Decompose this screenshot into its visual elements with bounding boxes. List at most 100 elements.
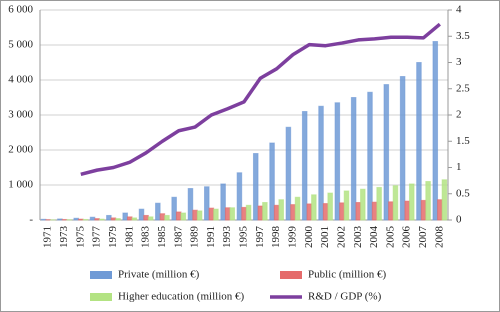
bar	[441, 179, 448, 221]
line	[80, 22, 441, 177]
bar	[252, 153, 259, 221]
bar	[155, 202, 161, 221]
bar	[192, 209, 198, 221]
bar	[269, 142, 275, 221]
y2-tick-label: 2.5	[456, 82, 470, 94]
y-tick-label: 1 000	[8, 179, 33, 191]
bar	[408, 183, 415, 221]
bar	[388, 201, 394, 221]
y2-tick-label: 0.5	[456, 187, 470, 199]
y-tick-label: 6 000	[8, 4, 33, 16]
bar	[343, 190, 350, 221]
bar	[318, 105, 324, 221]
bar	[432, 41, 439, 221]
bar	[245, 204, 252, 221]
x-tick-label: 2006	[401, 226, 413, 249]
bar	[94, 218, 100, 221]
x-tick-label: 2007	[417, 226, 429, 249]
x-tick-label: 2008	[433, 226, 445, 249]
legend-swatch	[280, 271, 302, 279]
bar	[376, 186, 382, 221]
x-tick-label: 1987	[172, 226, 184, 249]
y-tick-label: 4 000	[8, 74, 33, 86]
y-tick-label: -	[29, 214, 33, 226]
bar	[196, 210, 203, 221]
bar	[350, 97, 357, 221]
bar	[285, 126, 292, 221]
bar	[61, 218, 68, 221]
bar	[360, 188, 366, 221]
bar	[383, 84, 390, 221]
x-tick-label: 2003	[352, 226, 364, 249]
bar	[425, 181, 431, 221]
x-tick-label: 2005	[384, 226, 396, 249]
legend-label: R&D / GDP (%)	[308, 291, 382, 303]
bar	[89, 216, 96, 221]
bar	[278, 199, 284, 221]
bar	[367, 91, 373, 221]
y-tick-label: 3 000	[8, 109, 33, 121]
y-tick-label: 2 000	[8, 144, 33, 156]
y2-tick-label: 1.5	[456, 135, 470, 147]
x-tick-label: 1991	[205, 226, 217, 248]
bar	[229, 207, 236, 221]
bar	[122, 212, 128, 221]
bar	[327, 192, 333, 221]
x-tick-label: 2004	[368, 226, 380, 249]
x-tick-label: 1989	[189, 226, 201, 249]
bar	[126, 216, 133, 221]
bar	[82, 218, 89, 221]
x-tick-label: 2001	[319, 226, 331, 248]
legend-label: Higher education (million €)	[118, 291, 244, 303]
bar	[416, 62, 422, 221]
bar	[57, 218, 63, 221]
bar	[392, 185, 399, 221]
y2-tick-label: 1	[456, 161, 462, 173]
bar	[40, 218, 47, 221]
bar	[147, 216, 154, 221]
bar	[78, 218, 84, 221]
bar	[143, 214, 149, 221]
bar	[311, 194, 317, 221]
x-tick-label: 1999	[286, 226, 298, 249]
x-tick-label: 1979	[107, 226, 119, 249]
x-tick-label: 1973	[58, 226, 70, 249]
bar	[339, 202, 345, 221]
x-tick-label: 1995	[238, 226, 250, 249]
bar	[98, 218, 105, 221]
bar	[371, 201, 378, 221]
x-tick-label: 1975	[74, 226, 86, 249]
bar	[138, 208, 145, 221]
bar	[404, 200, 410, 221]
bar	[257, 205, 264, 221]
bar	[220, 183, 226, 221]
bar	[355, 202, 362, 221]
bar	[290, 204, 296, 221]
y2-tick-label: 2	[456, 109, 462, 121]
bar	[420, 199, 427, 221]
bar	[131, 217, 138, 221]
legend-label: Public (million €)	[308, 269, 387, 281]
bar	[175, 211, 182, 221]
x-tick-label: 1985	[156, 226, 168, 249]
y2-tick-label: 0	[456, 214, 462, 226]
x-tick-label: 2000	[303, 226, 315, 249]
bar	[164, 214, 170, 221]
bar	[106, 214, 112, 221]
bar	[171, 196, 177, 221]
legend-label: Private (million €)	[118, 269, 200, 281]
bar	[73, 217, 80, 221]
x-tick-label: 1997	[254, 226, 266, 249]
y2-tick-label: 4	[456, 4, 462, 16]
bar	[301, 111, 308, 221]
y2-tick-label: 3	[456, 56, 462, 68]
bar	[187, 188, 194, 221]
bar	[115, 218, 121, 221]
y2-tick-label: 3.5	[456, 30, 470, 42]
bar	[236, 172, 243, 221]
bar	[273, 204, 280, 221]
bar	[208, 207, 215, 221]
bar	[110, 217, 117, 221]
bar	[204, 186, 210, 221]
